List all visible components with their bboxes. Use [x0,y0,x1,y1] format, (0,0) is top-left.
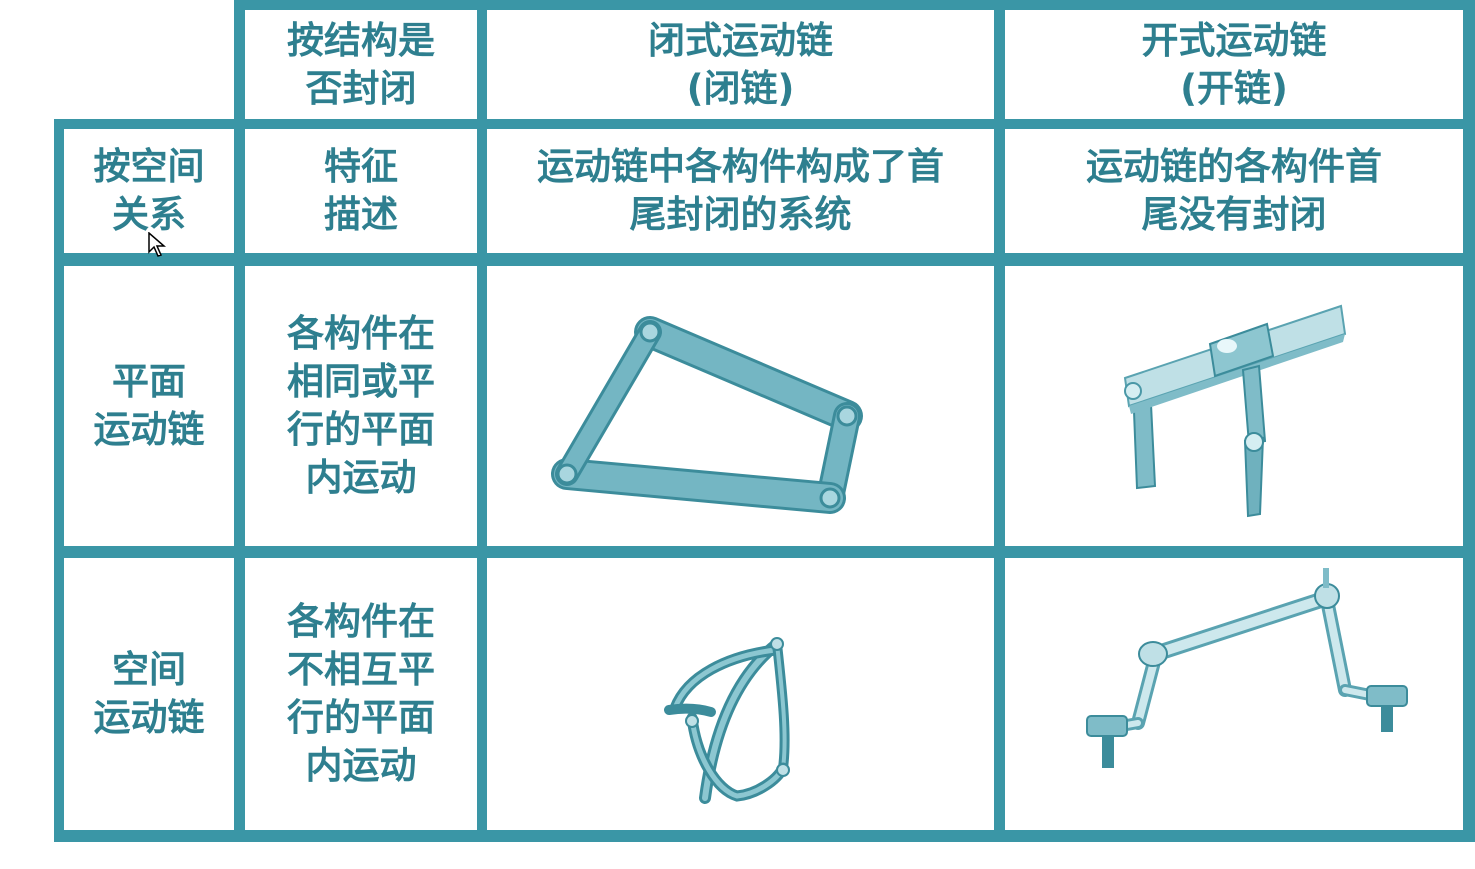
spatial-desc-cell: 各构件在 不相互平 行的平面 内运动 [245,558,477,830]
planar-label-text: 平面 运动链 [93,360,205,451]
grid-v-line-4 [1463,0,1475,842]
spatial-criterion-text: 按空间 关系 [93,145,205,236]
header-open-chain-text: 开式运动链 (开链) [1141,18,1327,110]
grid-v-line-0 [54,119,64,842]
header-open-chain-cell: 开式运动链 (开链) [1005,10,1463,119]
header-closed-chain-text: 闭式运动链 (闭链) [648,18,833,110]
closed-desc-cell: 运动链中各构件构成了首 尾封闭的系统 [487,129,994,253]
spatial-closed-chain-figure [664,637,790,804]
planar-open-chain-figure [1123,304,1347,518]
spatial-desc-text: 各构件在 不相互平 行的平面 内运动 [287,600,435,787]
header-criterion-cell: 按结构是 否封闭 [245,10,477,119]
grid-v-line-3 [994,0,1005,842]
grid-v-line-1 [234,0,245,842]
planar-desc-cell: 各构件在 相同或平 行的平面 内运动 [245,266,477,546]
planar-desc-text: 各构件在 相同或平 行的平面 内运动 [287,312,435,499]
grid-h-line-3 [54,546,1475,558]
grid-bottom-line [54,830,1475,842]
grid-v-line-2 [477,0,487,842]
grid-top-line [236,0,1475,10]
feature-label-cell: 特征 描述 [245,129,477,253]
header-closed-chain-cell: 闭式运动链 (闭链) [487,10,994,119]
closed-desc-text: 运动链中各构件构成了首 尾封闭的系统 [537,145,944,236]
planar-closed-chain-figure [551,316,863,514]
header-criterion-text: 按结构是 否封闭 [287,18,435,110]
open-desc-text: 运动链的各构件首 尾没有封闭 [1086,145,1382,236]
planar-label-cell: 平面 运动链 [64,266,234,546]
open-desc-cell: 运动链的各构件首 尾没有封闭 [1005,129,1463,253]
spatial-open-chain-figure [1086,568,1408,768]
spatial-label-text: 空间 运动链 [93,648,205,739]
spatial-label-cell: 空间 运动链 [64,558,234,830]
mouse-cursor-icon [148,232,166,257]
spatial-criterion-cell: 按空间 关系 [64,129,234,253]
feature-label-text: 特征 描述 [324,145,398,236]
grid-h-line-1 [54,119,1475,129]
grid-h-line-2 [54,253,1475,266]
